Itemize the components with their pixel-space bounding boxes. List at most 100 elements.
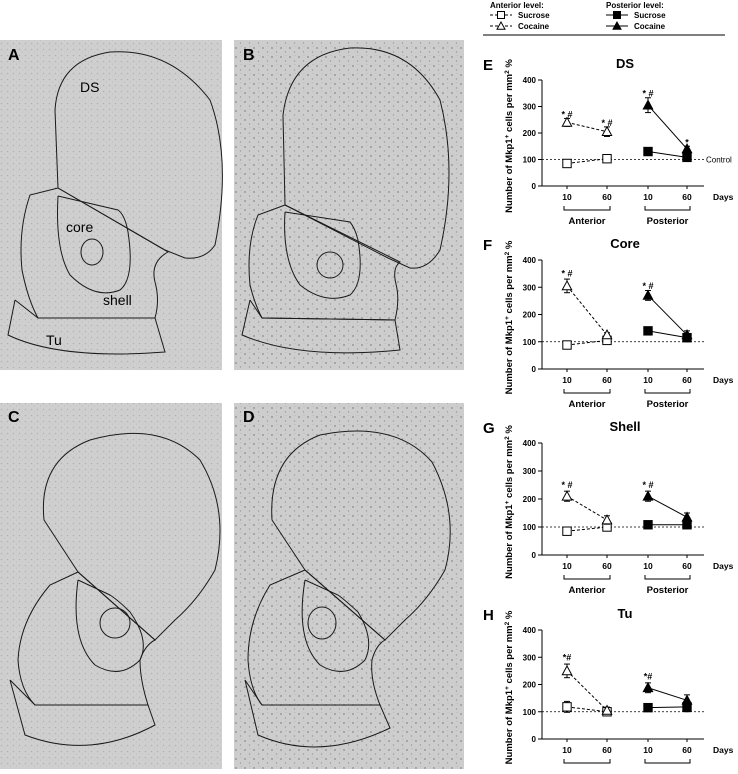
x-axis-label: Days <box>713 745 734 755</box>
x-tick-label: 10 <box>562 192 572 202</box>
y-axis-label: Number of Mkp1+ cells per mm2 % <box>504 425 516 579</box>
core-outline <box>57 195 131 294</box>
series-line <box>647 104 688 150</box>
group-bracket <box>563 206 611 211</box>
y-tick-label: 100 <box>523 708 537 717</box>
y-tick-label: 300 <box>523 103 537 112</box>
ds-outline <box>42 432 221 641</box>
core-inner-outline <box>307 606 337 640</box>
triangle-filled-marker <box>681 511 693 522</box>
y-tick-label: 0 <box>532 182 537 191</box>
chart-title: Tu <box>618 606 633 621</box>
series-anterior-cocaine <box>561 663 613 715</box>
square-open-marker <box>562 526 572 536</box>
square-filled-marker <box>682 152 692 163</box>
series-line <box>566 121 608 133</box>
x-tick-label: 60 <box>682 192 692 202</box>
significance-mark: * # <box>642 88 653 98</box>
ds-outline <box>54 51 223 259</box>
group-bracket <box>644 759 691 764</box>
series-line <box>566 526 608 532</box>
square-filled-marker <box>643 326 653 336</box>
significance-mark: * # <box>601 118 612 128</box>
series-line <box>647 706 688 709</box>
micrograph-c-letter: C <box>8 409 20 426</box>
series-line <box>566 339 608 346</box>
legend-posterior-header: Posterior level: <box>606 1 664 10</box>
group-label: Posterior <box>647 585 689 596</box>
chart-title: Core <box>610 236 640 251</box>
significance-mark: * # <box>642 281 653 291</box>
square-filled-marker <box>643 520 653 530</box>
y-tick-label: 200 <box>523 495 537 504</box>
group-label: Anterior <box>569 399 606 410</box>
y-axis-label: Number of Mkp1+ cells per mm2 % <box>504 59 516 213</box>
panel-letter: H <box>483 607 494 624</box>
micrograph-b-letter: B <box>243 47 255 64</box>
tu-outline <box>244 679 391 748</box>
micrograph-background <box>0 40 222 370</box>
micrograph-background <box>0 403 222 769</box>
y-tick-label: 400 <box>523 256 537 265</box>
x-tick-label: 10 <box>643 192 653 202</box>
significance-mark: *# <box>644 671 653 681</box>
x-tick-label: 10 <box>643 745 653 755</box>
series-line <box>566 158 608 164</box>
triangle-filled-marker <box>681 329 693 340</box>
series-anterior-cocaine <box>561 116 613 137</box>
legend: Anterior level: Posterior level: Sucrose… <box>483 1 725 36</box>
chart-title: Shell <box>609 419 640 434</box>
tu-outline <box>9 679 156 746</box>
y-tick-label: 100 <box>523 156 537 165</box>
y-axis-label: Number of Mkp1+ cells per mm2 % <box>504 240 516 394</box>
series-anterior-sucrose <box>562 154 612 169</box>
core-inner-outline <box>316 251 344 279</box>
micrograph-background <box>234 403 464 769</box>
square-open-marker <box>562 702 572 712</box>
square-filled-marker <box>613 11 621 19</box>
x-axis-label: Days <box>713 561 734 571</box>
series-posterior-sucrose <box>643 326 692 343</box>
core-inner-outline <box>99 607 131 639</box>
group-bracket <box>563 759 611 764</box>
significance-mark: * # <box>561 480 572 490</box>
triangle-open-marker <box>561 116 573 127</box>
y-tick-label: 100 <box>523 338 537 347</box>
region-label: shell <box>103 292 132 308</box>
control-label: Control <box>706 156 732 165</box>
triangle-open-marker <box>601 125 613 137</box>
y-tick-label: 400 <box>523 439 537 448</box>
y-tick-label: 300 <box>523 283 537 292</box>
core-inner-outline <box>80 238 104 266</box>
micrograph-d: D <box>234 403 464 769</box>
x-tick-label: 60 <box>602 745 612 755</box>
micrograph-b: B <box>234 40 464 370</box>
x-tick-label: 60 <box>682 375 692 385</box>
legend-label: Cocaine <box>634 22 666 31</box>
core-outline <box>284 211 361 299</box>
panel-letter: F <box>483 237 492 254</box>
legend-anterior-header: Anterior level: <box>490 1 544 10</box>
triangle-filled-marker <box>681 694 693 705</box>
series-line <box>566 285 608 336</box>
group-label: Anterior <box>569 585 606 596</box>
ds-outline <box>271 430 451 641</box>
group-label: Posterior <box>647 399 689 410</box>
series-line <box>566 706 608 713</box>
series-line <box>647 495 688 518</box>
tu-outline <box>241 299 401 354</box>
y-tick-label: 300 <box>523 653 537 662</box>
y-tick-label: 200 <box>523 311 537 320</box>
legend-item: Sucrose <box>490 11 550 20</box>
x-tick-label: 60 <box>682 745 692 755</box>
legend-item: Cocaine <box>606 20 666 31</box>
legend-items: Sucrose Cocaine Sucrose Cocaine <box>490 11 666 31</box>
series-anterior-cocaine <box>561 490 613 525</box>
series-anterior-cocaine <box>561 278 613 340</box>
triangle-open-marker <box>561 490 573 501</box>
series-posterior-sucrose <box>643 146 692 163</box>
group-bracket <box>644 206 691 211</box>
tu-outline <box>7 299 166 355</box>
x-tick-label: 60 <box>602 561 612 571</box>
y-axis-label: Number of Mkp1+ cells per mm2 % <box>504 610 516 764</box>
